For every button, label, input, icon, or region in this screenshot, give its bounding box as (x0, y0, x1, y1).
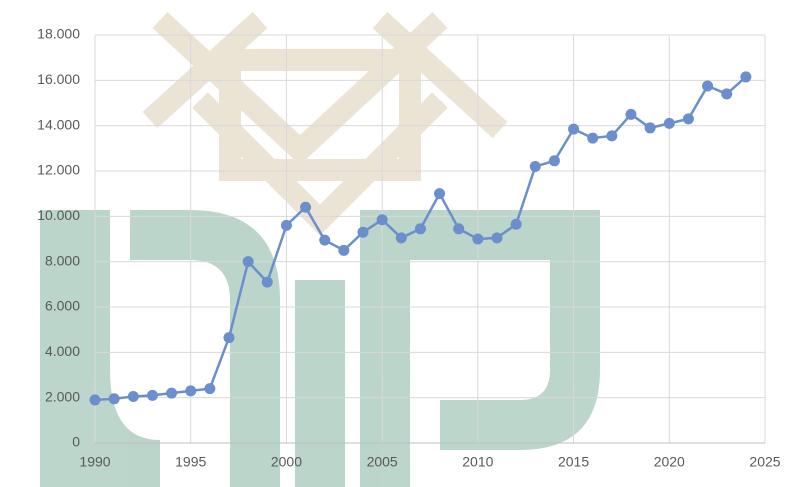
marker (128, 391, 139, 402)
marker (166, 388, 177, 399)
y-tick-label: 16.000 (37, 71, 80, 87)
x-tick-label: 2005 (367, 454, 398, 470)
marker (185, 385, 196, 396)
marker (204, 383, 215, 394)
x-tick-label: 2000 (271, 454, 302, 470)
marker (319, 235, 330, 246)
marker (530, 161, 541, 172)
marker (243, 256, 254, 267)
marker (511, 219, 522, 230)
x-tick-label: 1990 (79, 454, 110, 470)
y-tick-label: 2.000 (45, 388, 80, 404)
marker (472, 234, 483, 245)
marker (358, 227, 369, 238)
x-tick-label: 2010 (462, 454, 493, 470)
x-tick-label: 2015 (558, 454, 589, 470)
marker (147, 390, 158, 401)
marker (664, 118, 675, 129)
marker (415, 223, 426, 234)
y-tick-label: 0 (72, 434, 80, 450)
marker (224, 332, 235, 343)
marker (740, 71, 751, 82)
marker (281, 220, 292, 231)
marker (300, 202, 311, 213)
marker (549, 155, 560, 166)
y-tick-label: 12.000 (37, 162, 80, 178)
marker (606, 130, 617, 141)
x-tick-label: 2020 (654, 454, 685, 470)
marker (453, 223, 464, 234)
y-tick-label: 14.000 (37, 116, 80, 132)
y-tick-label: 8.000 (45, 252, 80, 268)
marker (587, 133, 598, 144)
x-tick-label: 2025 (749, 454, 780, 470)
marker (109, 393, 120, 404)
marker (683, 113, 694, 124)
watermark (40, 20, 600, 487)
marker (90, 394, 101, 405)
marker (492, 232, 503, 243)
marker (645, 122, 656, 133)
y-tick-label: 6.000 (45, 298, 80, 314)
y-tick-label: 4.000 (45, 343, 80, 359)
marker (396, 232, 407, 243)
marker (338, 245, 349, 256)
marker (434, 188, 445, 199)
marker (262, 277, 273, 288)
y-tick-label: 18.000 (37, 26, 80, 42)
marker (568, 124, 579, 135)
marker (721, 88, 732, 99)
x-tick-label: 1995 (175, 454, 206, 470)
chart: 0 2.000 4.000 6.000 8.000 10.000 12.000 14.000 1… (0, 0, 794, 487)
marker (626, 109, 637, 120)
marker (377, 214, 388, 225)
y-tick-label: 10.000 (37, 207, 80, 223)
marker (702, 81, 713, 92)
